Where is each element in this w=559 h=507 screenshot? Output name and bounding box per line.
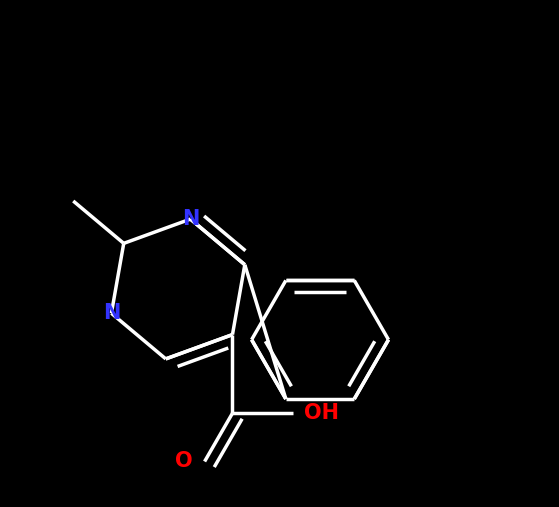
Text: O: O [176, 452, 193, 472]
Text: N: N [103, 303, 120, 323]
Text: OH: OH [304, 403, 339, 423]
Text: N: N [182, 209, 199, 229]
